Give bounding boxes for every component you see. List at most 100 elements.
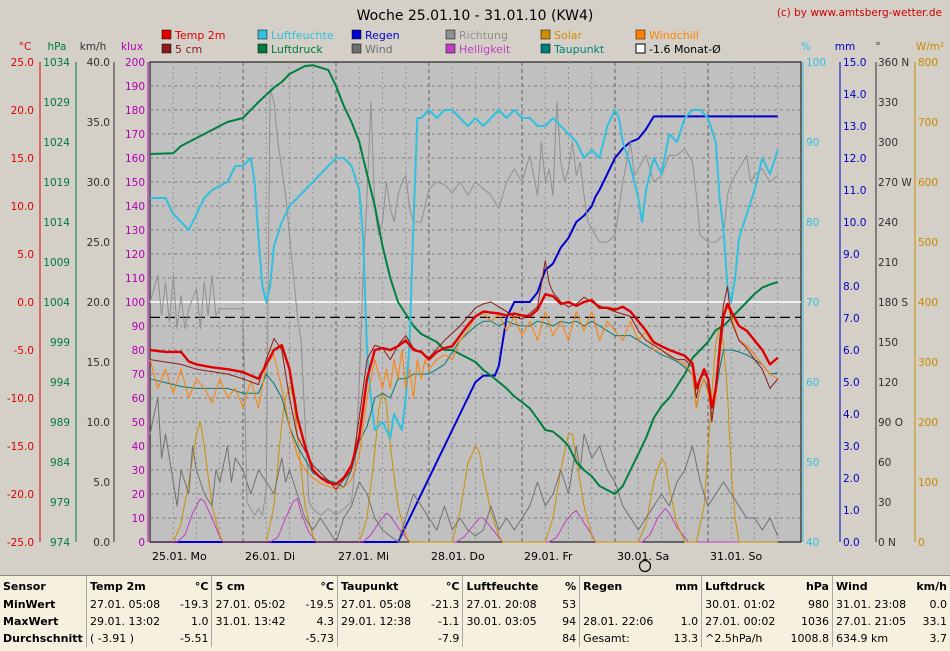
stats-header-temp2m: Temp 2m — [85, 576, 177, 596]
tick-label-pressure: 1009 — [43, 257, 70, 269]
stats-cell-value: 53 — [562, 598, 577, 611]
stats-unit-wind: km/h — [916, 579, 947, 593]
tick-label-rain: 4.0 — [843, 409, 860, 421]
tick-label-brightness: 130 — [125, 225, 145, 237]
stats-cell-value: 1.0 — [190, 615, 209, 628]
stats-cell-value: -7.9 — [437, 632, 460, 645]
tick-label-brightness: 10 — [132, 513, 145, 525]
stats-cell-value: 4.3 — [316, 615, 334, 628]
tick-label-wind-direction: 360 N — [878, 57, 909, 69]
legend-label: 5 cm — [175, 43, 202, 56]
tick-label-humidity: 80 — [806, 217, 819, 229]
tick-label-wind-direction: 150 — [878, 337, 898, 349]
day-label: 30.01. Sa — [617, 550, 669, 563]
stats-unit-regen: mm — [675, 579, 699, 593]
tick-label-temp: 20.0 — [11, 105, 34, 117]
stats-cell-value: 33.1 — [922, 615, 948, 628]
legend-label: Windchill — [649, 29, 699, 42]
tick-label-temp: -25.0 — [7, 537, 34, 549]
stats-cell-value: -19.3 — [180, 598, 209, 611]
tick-label-rain: 3.0 — [843, 441, 860, 453]
tick-label-wind-speed: 10.0 — [87, 417, 110, 429]
sun-marker — [638, 559, 652, 573]
stats-unit-5cm: °C — [320, 579, 334, 593]
tick-label-wind-speed: 20.0 — [87, 297, 110, 309]
stats-cell-date: 29.01. 12:38 — [336, 613, 428, 630]
tick-label-pressure: 1034 — [43, 57, 70, 69]
tick-label-brightness: 150 — [125, 177, 145, 189]
tick-label-solar: 400 — [918, 297, 938, 309]
tick-label-wind-direction: 30 — [878, 497, 891, 509]
legend-label: -1.6 Monat-Ø — [649, 43, 721, 56]
series-line-luftfeuchte — [150, 109, 779, 439]
tick-label-solar: 100 — [918, 477, 938, 489]
tick-label-wind-direction: 120 — [878, 377, 898, 389]
tick-label-temp: -15.0 — [7, 441, 34, 453]
series-line-luftdruck — [149, 64, 779, 495]
tick-label-rain: 11.0 — [843, 185, 866, 197]
axis-unit-pressure: hPa — [48, 41, 67, 53]
stats-header-wind: Wind — [831, 576, 910, 596]
statistics-table: Sensor Temp 2m °C 5 cm °C Taupunkt °C Lu… — [0, 575, 950, 651]
tick-label-wind-speed: 40.0 — [87, 57, 110, 69]
stats-cell-value: 84 — [562, 632, 577, 645]
stats-cell-date: 30.01. 01:02 — [701, 596, 788, 613]
tick-label-temp: 5.0 — [17, 249, 34, 261]
tick-label-wind-direction: 90 O — [878, 417, 903, 429]
stats-cell-date: 30.01. 03:05 — [462, 613, 554, 630]
stats-cell-date: 27.01. 21:05 — [831, 613, 910, 630]
stats-cell-value: -5.73 — [305, 632, 334, 645]
stats-row-label: MaxWert — [3, 615, 59, 628]
stats-cell-date: 27.01. 00:02 — [701, 613, 788, 630]
tick-label-brightness: 200 — [125, 57, 145, 69]
tick-label-temp: -10.0 — [7, 393, 34, 405]
axes-layer: 25.0 20.0 15.0 10.0 5.0 0.0 -5.0 -10.0 -15.0 -20.… — [7, 41, 944, 563]
stats-row-label: Durchschnitt — [3, 632, 83, 645]
stats-row-label: MinWert — [3, 598, 56, 611]
tick-label-wind-direction: 0 N — [878, 537, 896, 549]
tick-label-brightness: 120 — [125, 249, 145, 261]
stats-cell-date: ( -3.91 ) — [85, 630, 177, 647]
tick-label-pressure: 974 — [50, 537, 70, 549]
legend-label: Regen — [365, 29, 400, 42]
legend: Temp 2m5 cmLuftfeuchteLuftdruckRegenWind… — [161, 29, 721, 56]
tick-label-pressure: 1024 — [43, 137, 70, 149]
tick-label-rain: 8.0 — [843, 281, 860, 293]
tick-label-pressure: 1014 — [43, 217, 70, 229]
tick-label-wind-speed: 0.0 — [93, 537, 110, 549]
legend-label: Taupunkt — [553, 43, 605, 56]
stats-header-regen: Regen — [579, 576, 666, 596]
stats-unit-luftdruck: hPa — [805, 579, 829, 593]
tick-label-solar: 0 — [918, 537, 925, 549]
series-line-temp-2m — [149, 293, 779, 486]
tick-label-rain: 1.0 — [843, 505, 860, 517]
stats-cell-date — [579, 596, 666, 613]
stats-cell-value: 3.7 — [929, 632, 948, 645]
stats-header-row: Sensor Temp 2m °C 5 cm °C Taupunkt °C Lu… — [0, 576, 950, 596]
tick-label-brightness: 70 — [132, 369, 145, 381]
tick-label-wind-speed: 5.0 — [93, 477, 110, 489]
legend-label: Luftfeuchte — [271, 29, 334, 42]
stats-cell-date: 634.9 km — [831, 630, 910, 647]
sun-icon — [638, 559, 652, 573]
tick-label-wind-direction: 60 — [878, 457, 891, 469]
tick-label-brightness: 50 — [132, 417, 145, 429]
tick-label-wind-speed: 35.0 — [87, 117, 110, 129]
legend-swatch — [351, 29, 362, 40]
tick-label-wind-direction: 270 W — [878, 177, 912, 189]
stats-cell-value: -19.5 — [305, 598, 334, 611]
stats-cell-date: Gesamt: — [579, 630, 666, 647]
tick-label-brightness: 0 — [138, 537, 145, 549]
tick-label-temp: -20.0 — [7, 489, 34, 501]
axis-unit-rain: mm — [835, 41, 855, 53]
tick-label-brightness: 140 — [125, 201, 145, 213]
tick-label-brightness: 190 — [125, 81, 145, 93]
stats-cell-value: 13.3 — [673, 632, 699, 645]
stats-row-min: MinWert 27.01. 05:08 -19.3 27.01. 05:02 -1… — [0, 596, 950, 613]
stats-cell-value: 980 — [807, 598, 829, 611]
tick-label-pressure: 1004 — [43, 297, 70, 309]
stats-header-luftdruck: Luftdruck — [701, 576, 788, 596]
tick-label-wind-direction: 180 S — [878, 297, 908, 309]
tick-label-rain: 7.0 — [843, 313, 860, 325]
tick-label-brightness: 160 — [125, 153, 145, 165]
